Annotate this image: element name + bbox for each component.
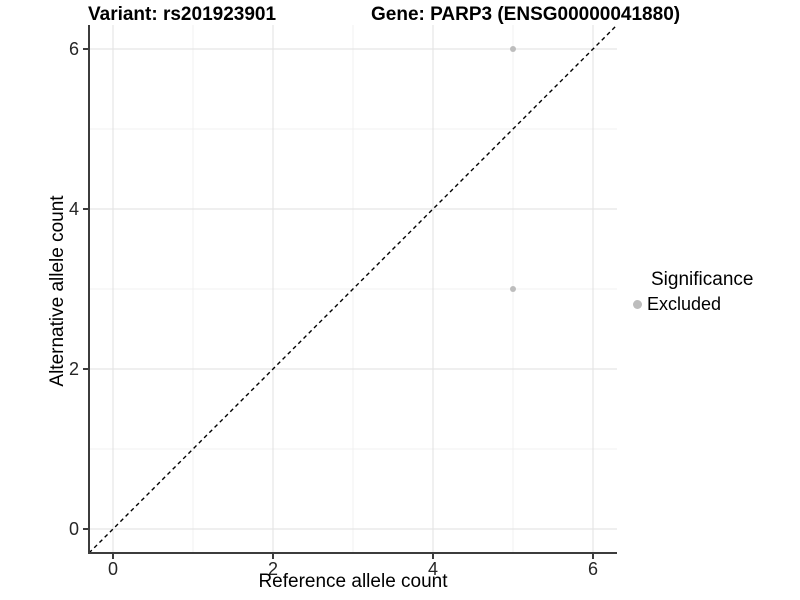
legend-item-excluded: Excluded [633, 294, 753, 315]
data-point [510, 286, 516, 292]
y-tick-label: 6 [68, 39, 79, 59]
legend: Significance Excluded [633, 269, 753, 315]
y-axis-title: Alternative allele count [47, 195, 68, 387]
identity-line [88, 24, 618, 554]
y-tick-label: 4 [68, 199, 79, 219]
legend-item-label: Excluded [647, 294, 722, 314]
data-point [510, 46, 516, 52]
x-tick-label: 4 [427, 559, 439, 579]
variant-title: Variant: rs201923901 [88, 4, 277, 25]
gene-title: Gene: PARP3 (ENSG00000041880) [371, 4, 681, 25]
y-tick-label: 2 [68, 359, 79, 379]
excluded-point-icon [633, 300, 642, 309]
x-tick-label: 0 [107, 559, 119, 579]
x-axis-title: Reference allele count [258, 571, 448, 592]
y-tick-label: 0 [68, 519, 79, 539]
x-tick-label: 2 [267, 559, 279, 579]
legend-title: Significance [651, 269, 754, 290]
x-tick-label: 6 [587, 559, 599, 579]
